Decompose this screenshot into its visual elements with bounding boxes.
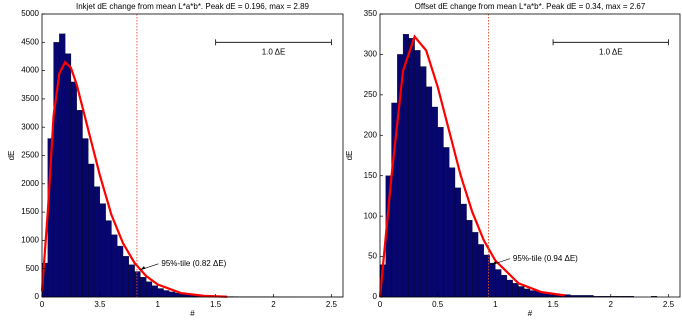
x-tick-label: 0.5	[432, 300, 444, 309]
y-tick-label: 2500	[21, 151, 39, 160]
bar	[431, 106, 438, 298]
x-tick-label: 1.5	[210, 300, 222, 309]
bar	[82, 138, 89, 298]
bar	[93, 186, 101, 298]
bar	[524, 288, 531, 298]
arrow-head	[140, 266, 146, 270]
y-tick-label: 1500	[21, 207, 39, 216]
bar	[99, 203, 106, 298]
bar	[529, 290, 536, 298]
bar	[477, 244, 484, 298]
y-axis-label: dE	[7, 151, 16, 161]
y-tick-label: 50	[368, 252, 377, 261]
bar	[414, 50, 421, 298]
x-tick-label: 1.5	[548, 300, 560, 309]
bar	[146, 281, 153, 298]
chart-panel: Offset dE change from mean L*a*b*. Peak …	[345, 2, 681, 318]
y-tick-label: 4000	[21, 66, 39, 75]
annotation-text: 95%-tile (0.82 ΔE)	[161, 259, 226, 268]
bar	[495, 269, 502, 298]
chart-title: Inkjet dE change from mean L*a*b*. Peak …	[76, 2, 310, 11]
scale-bar-label: 1.0 ΔE	[262, 47, 286, 56]
bar	[472, 232, 479, 298]
y-tick-label: 0	[373, 292, 378, 301]
chart-panel: Inkjet dE change from mean L*a*b*. Peak …	[7, 2, 344, 318]
bar	[122, 256, 129, 298]
y-tick-label: 4500	[21, 37, 39, 46]
x-axis-label: #	[190, 309, 195, 318]
x-tick-label: 1	[493, 300, 498, 309]
bar	[454, 187, 461, 298]
y-tick-label: 150	[364, 171, 378, 180]
x-tick-label: 2	[271, 300, 276, 309]
plot-area	[379, 13, 681, 298]
chart-title: Offset dE change from mean L*a*b*. Peak …	[415, 2, 646, 11]
bar	[76, 110, 83, 298]
plot-area	[41, 13, 344, 298]
y-tick-label: 0	[35, 292, 40, 301]
bar	[169, 291, 176, 298]
y-tick-label: 3500	[21, 94, 39, 103]
scale-bar-label: 1.0 ΔE	[599, 47, 623, 56]
bar	[65, 53, 72, 298]
bar	[134, 271, 141, 298]
bar	[117, 245, 124, 298]
y-tick-label: 500	[26, 264, 40, 273]
x-tick-label: 3.5	[94, 300, 106, 309]
annotation-text: 95%-tile (0.94 ΔE)	[513, 254, 578, 263]
bar	[88, 163, 95, 298]
y-tick-label: 5000	[21, 9, 39, 18]
bar	[512, 283, 519, 298]
bar	[163, 290, 170, 298]
arrow-head	[491, 260, 497, 265]
y-axis-label: dE	[345, 151, 354, 161]
y-tick-label: 1000	[21, 236, 39, 245]
bar	[489, 262, 496, 298]
bar	[157, 288, 164, 298]
bar	[443, 147, 450, 298]
bar	[111, 234, 118, 298]
y-tick-label: 200	[364, 130, 378, 139]
y-tick-label: 300	[364, 50, 378, 59]
fit-curve	[378, 34, 565, 298]
bar	[460, 203, 467, 298]
y-tick-label: 350	[364, 9, 378, 18]
bar	[449, 167, 456, 298]
bar	[426, 86, 433, 298]
bar	[70, 81, 77, 298]
bar	[140, 277, 147, 298]
x-tick-label: 2.5	[326, 300, 338, 309]
y-tick-label: 250	[364, 90, 378, 99]
y-tick-label: 3000	[21, 122, 39, 131]
bar	[402, 34, 409, 298]
x-tick-label: 1	[156, 300, 161, 309]
y-tick-label: 100	[364, 211, 378, 220]
bar	[501, 275, 508, 298]
bar	[105, 220, 112, 298]
x-tick-label: 2	[609, 300, 614, 309]
x-tick-label: 2.5	[663, 300, 675, 309]
bar	[518, 286, 525, 298]
bar	[437, 127, 444, 298]
bar	[466, 220, 473, 298]
bar	[128, 264, 135, 298]
bar	[420, 66, 427, 298]
bar	[408, 38, 415, 298]
fit-curve	[40, 60, 228, 298]
x-axis-label: #	[528, 309, 533, 318]
bar	[506, 279, 513, 298]
bar	[151, 285, 158, 298]
x-tick-label: 0	[40, 300, 45, 309]
x-tick-label: 0	[378, 300, 383, 309]
y-tick-label: 2000	[21, 179, 39, 188]
